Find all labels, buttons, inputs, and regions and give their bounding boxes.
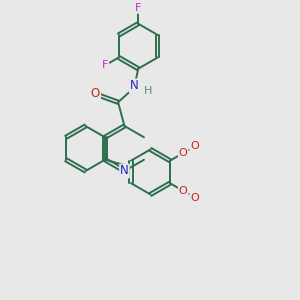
Text: O: O xyxy=(190,141,199,151)
Text: O: O xyxy=(179,148,188,158)
Text: F: F xyxy=(135,3,141,13)
Text: H: H xyxy=(144,86,153,96)
Text: O: O xyxy=(179,186,188,196)
Text: F: F xyxy=(102,60,108,70)
Text: O: O xyxy=(91,87,100,100)
Text: O: O xyxy=(190,193,199,202)
Text: N: N xyxy=(120,164,129,178)
Text: N: N xyxy=(130,80,139,92)
